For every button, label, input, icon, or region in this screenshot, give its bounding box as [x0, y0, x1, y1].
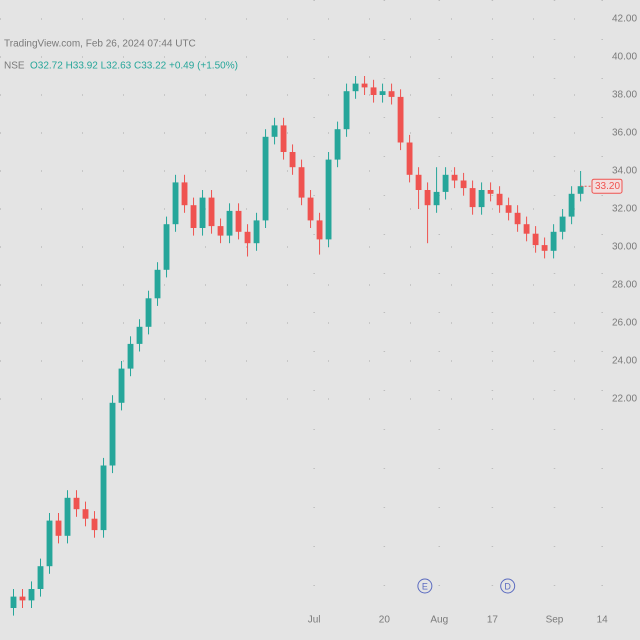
candle-body: [523, 224, 530, 234]
candle-body: [496, 193, 503, 206]
candle-body: [10, 596, 17, 608]
candle-body: [469, 188, 476, 208]
candle-body: [451, 174, 458, 181]
candle-body: [424, 190, 431, 206]
ohlc-readout: O32.72 H33.92 L32.63 C33.22 +0.49 (+1.50…: [30, 61, 238, 72]
candle-body: [19, 596, 26, 601]
candle-body: [136, 326, 143, 344]
candle-body: [433, 191, 440, 206]
candle-body: [487, 190, 494, 194]
candle-body: [370, 87, 377, 95]
candle-body: [199, 197, 206, 228]
event-marker: [500, 578, 516, 594]
candle-body: [280, 125, 287, 152]
candle-body: [307, 197, 314, 221]
y-tick-label: 22.00: [612, 394, 637, 405]
candle-body: [37, 566, 44, 589]
last-price-label: 33.20: [595, 181, 620, 192]
y-tick-label: 24.00: [612, 356, 637, 367]
candle-body: [343, 91, 350, 130]
y-tick-label: 36.00: [612, 128, 637, 139]
candle-body: [352, 83, 359, 92]
candle-body: [235, 210, 242, 232]
candle-body: [460, 180, 467, 189]
candle-body: [577, 186, 584, 194]
x-tick-label: Sep: [546, 615, 564, 626]
x-tick-label: 14: [597, 615, 609, 626]
candle-body: [289, 152, 296, 168]
y-tick-label: 28.00: [612, 280, 637, 291]
candle-body: [514, 212, 521, 225]
y-tick-label: 38.00: [612, 90, 637, 101]
x-tick-label: 17: [487, 615, 499, 626]
candle-body: [379, 91, 386, 95]
candle-body: [109, 402, 116, 466]
x-tick-label: Aug: [430, 615, 448, 626]
candle-body: [91, 518, 98, 531]
candle-body: [361, 83, 368, 88]
candle-body: [388, 91, 395, 97]
candle-body: [478, 190, 485, 208]
event-label: D: [504, 581, 511, 591]
candle-body: [253, 220, 260, 244]
candle-body: [208, 197, 215, 227]
candle-body: [64, 497, 71, 536]
y-tick-label: 42.00: [612, 14, 637, 25]
x-tick-label: Jul: [308, 615, 321, 626]
candle-body: [505, 205, 512, 213]
candle-body: [55, 520, 62, 536]
candle-body: [82, 509, 89, 519]
candle-body: [163, 224, 170, 270]
candle-body: [190, 205, 197, 228]
candle-body: [100, 465, 107, 531]
candle-body: [559, 216, 566, 232]
candle-body: [442, 174, 449, 192]
candle-body: [550, 231, 557, 251]
candle-body: [154, 269, 161, 299]
candle-body: [28, 589, 35, 601]
candle-body: [244, 231, 251, 244]
chart-title: TradingView.com, Feb 26, 2024 07:44 UTC: [4, 39, 196, 50]
candle-body: [46, 520, 53, 567]
candle-body: [262, 136, 269, 221]
candle-body: [415, 174, 422, 190]
exchange: NSE: [4, 61, 25, 72]
y-tick-label: 30.00: [612, 242, 637, 253]
y-tick-label: 34.00: [612, 166, 637, 177]
candle-body: [181, 182, 188, 206]
candle-body: [127, 343, 134, 369]
candle-body: [271, 125, 278, 137]
candle-body: [226, 210, 233, 236]
y-tick-label: 40.00: [612, 52, 637, 63]
y-tick-label: 32.00: [612, 204, 637, 215]
candle-body: [145, 298, 152, 327]
candle-body: [73, 497, 80, 510]
candle-body: [316, 220, 323, 240]
candle-body: [541, 245, 548, 251]
candle-body: [532, 233, 539, 246]
event-marker: [417, 578, 433, 594]
candle-body: [298, 167, 305, 198]
y-tick-label: 26.00: [612, 318, 637, 329]
candle-body: [172, 182, 179, 225]
candle-body: [397, 96, 404, 143]
candle-body: [406, 142, 413, 175]
candle-body: [217, 226, 224, 236]
last-price-box: [591, 178, 623, 194]
event-label: E: [422, 581, 428, 591]
candle-body: [334, 129, 341, 160]
candle-body: [325, 159, 332, 240]
candle-body: [568, 193, 575, 217]
candle-body: [118, 368, 125, 403]
x-tick-label: 20: [379, 615, 391, 626]
